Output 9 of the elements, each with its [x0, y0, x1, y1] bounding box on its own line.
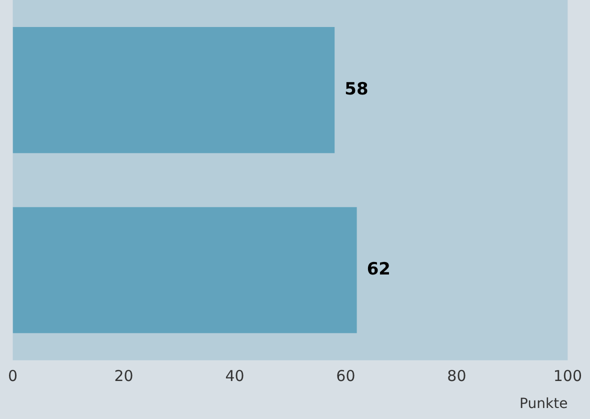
x-tick-label: 80: [447, 367, 466, 386]
x-tick-label: 20: [114, 367, 134, 386]
x-tick-label: 100: [553, 367, 582, 386]
x-tick-label: 0: [8, 367, 18, 386]
x-tick-label: 40: [225, 367, 244, 386]
x-tick-label: 60: [336, 367, 356, 386]
x-axis-title: Punkte: [520, 396, 568, 412]
data-label: 62: [366, 260, 390, 280]
data-label: 58: [344, 79, 368, 100]
